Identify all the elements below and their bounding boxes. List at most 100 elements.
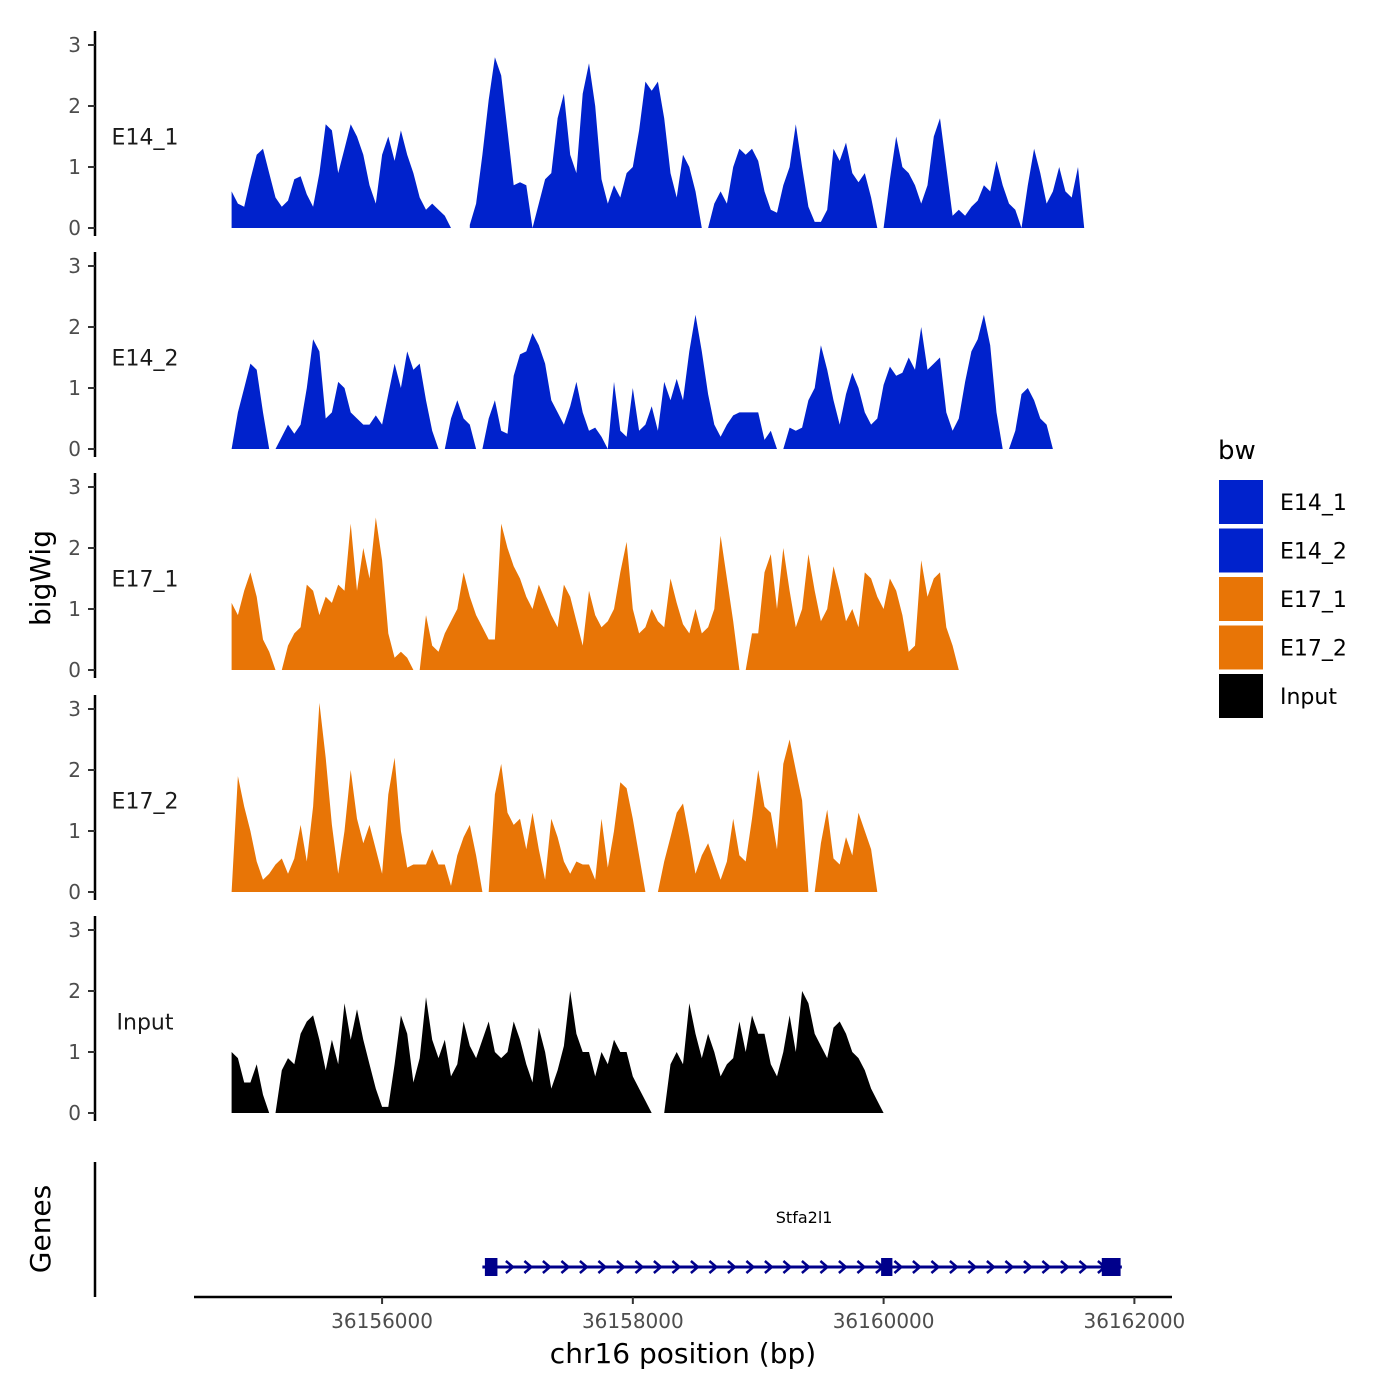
signal-area	[1009, 388, 1053, 449]
strand-arrow	[671, 1260, 682, 1274]
strand-arrow	[634, 1260, 645, 1274]
strand-arrow	[727, 1260, 737, 1274]
strand-arrow	[801, 1260, 811, 1274]
strand-arrow	[690, 1260, 700, 1274]
strand-arrow	[597, 1260, 608, 1274]
strand-arrow	[542, 1260, 552, 1274]
strand-arrow	[782, 1260, 793, 1274]
y-tick-label: 1	[68, 819, 81, 843]
signal-area	[231, 124, 451, 228]
gene-exon	[1101, 1258, 1121, 1276]
y-tick-label: 1	[68, 155, 81, 179]
track-panel-E14_2: 0 1 2 3 E14_2	[68, 252, 1053, 461]
x-tick-label: 36160000	[833, 1309, 935, 1333]
strand-arrow	[523, 1260, 534, 1274]
legend-key-E17_1	[1219, 577, 1263, 621]
legend-label-Input: Input	[1280, 685, 1337, 710]
signal-area	[783, 314, 1003, 449]
strand-arrow	[930, 1260, 941, 1274]
strand-arrow	[505, 1260, 515, 1274]
x-axis-title: chr16 position (bp)	[550, 1337, 816, 1370]
legend-key-E17_2	[1219, 625, 1263, 670]
gene-exon	[484, 1258, 498, 1276]
x-axis: 36156000 36158000 36160000 36162000	[194, 1295, 1185, 1333]
y-tick-label: 3	[68, 918, 81, 942]
legend-key-E14_1	[1219, 480, 1263, 524]
signal-area	[488, 763, 646, 892]
y-tick-label: 0	[68, 658, 81, 682]
y-axis-title: bigWig	[24, 530, 57, 626]
signal-area	[275, 339, 439, 449]
track-panel-E14_1: 0 1 2 3 E14_1	[68, 31, 1085, 240]
strand-arrow	[986, 1260, 996, 1274]
strand-arrow	[653, 1260, 663, 1274]
track-panel-E17_2: 0 1 2 3 E17_2	[68, 695, 878, 904]
strand-arrow	[856, 1260, 867, 1274]
y-tick-label: 3	[68, 475, 81, 499]
y-tick-label: 0	[68, 1101, 81, 1125]
track-label: E14_2	[112, 347, 179, 372]
y-tick-label: 2	[68, 758, 81, 782]
legend-key-E14_2	[1219, 528, 1263, 573]
track-label: E17_1	[112, 568, 179, 593]
x-tick-label: 36158000	[582, 1309, 684, 1333]
strand-arrow	[764, 1260, 774, 1274]
genes-layer: Stfa2l1	[93, 1162, 1122, 1297]
strand-arrow	[560, 1260, 571, 1274]
y-tick-label: 1	[68, 376, 81, 400]
x-tick-label: 36156000	[331, 1309, 433, 1333]
track-label: Input	[117, 1011, 174, 1036]
y-tick-label: 1	[68, 597, 81, 621]
legend-items: E14_1 E14_2 E17_1 E17_2 Input	[1219, 480, 1347, 718]
tracks-layer: 0 1 2 3 E14_1 0 1 2 3 E14_2 0 1 2 3 E17_1 0 1 2 3 E17_2 0 1 2 3…	[68, 31, 1085, 1125]
x-tick-label: 36162000	[1083, 1309, 1185, 1333]
signal-area	[275, 991, 652, 1113]
signal-area	[708, 124, 878, 228]
strand-arrow	[708, 1260, 719, 1274]
strand-arrow	[819, 1260, 830, 1274]
strand-arrow	[967, 1260, 978, 1274]
signal-area	[657, 739, 809, 892]
legend-label-E17_1: E17_1	[1280, 588, 1347, 613]
track-panel-Input: 0 1 2 3 Input	[68, 916, 884, 1125]
track-label: E17_2	[112, 790, 179, 815]
y-tick-label: 3	[68, 33, 81, 57]
strand-arrow	[1023, 1260, 1033, 1274]
gene-Stfa2l1: Stfa2l1	[482, 1208, 1122, 1276]
strand-arrow	[893, 1260, 904, 1274]
y-tick-label: 1	[68, 1040, 81, 1064]
signal-area	[482, 314, 777, 449]
strand-arrow	[616, 1260, 626, 1274]
strand-arrow	[949, 1260, 959, 1274]
gene-label: Stfa2l1	[776, 1208, 833, 1227]
legend-title: bw	[1218, 436, 1256, 466]
y-tick-label: 3	[68, 254, 81, 278]
signal-area	[444, 400, 477, 449]
y-tick-label: 0	[68, 880, 81, 904]
y-tick-label: 0	[68, 216, 81, 240]
signal-area	[231, 702, 483, 892]
signal-area	[883, 118, 1085, 228]
signal-area	[664, 991, 884, 1113]
signal-area	[814, 809, 878, 892]
track-panel-E17_1: 0 1 2 3 E17_1	[68, 473, 959, 682]
strand-arrow	[912, 1260, 922, 1274]
legend-label-E14_1: E14_1	[1280, 491, 1347, 516]
legend-label-E14_2: E14_2	[1280, 540, 1347, 565]
strand-arrow	[745, 1260, 756, 1274]
signal-area	[231, 363, 270, 449]
track-label: E14_1	[112, 126, 179, 151]
signal-area	[231, 1052, 270, 1113]
signal-area	[231, 572, 276, 670]
y-tick-label: 3	[68, 697, 81, 721]
signal-area	[281, 517, 414, 670]
legend-key-Input	[1219, 674, 1263, 718]
legend: bw E14_1 E14_2 E17_1 E17_2 Input	[1218, 436, 1347, 718]
y-tick-label: 2	[68, 315, 81, 339]
gene-exon	[881, 1258, 893, 1276]
y-tick-label: 0	[68, 437, 81, 461]
y-tick-label: 2	[68, 536, 81, 560]
strand-arrow	[1004, 1260, 1015, 1274]
